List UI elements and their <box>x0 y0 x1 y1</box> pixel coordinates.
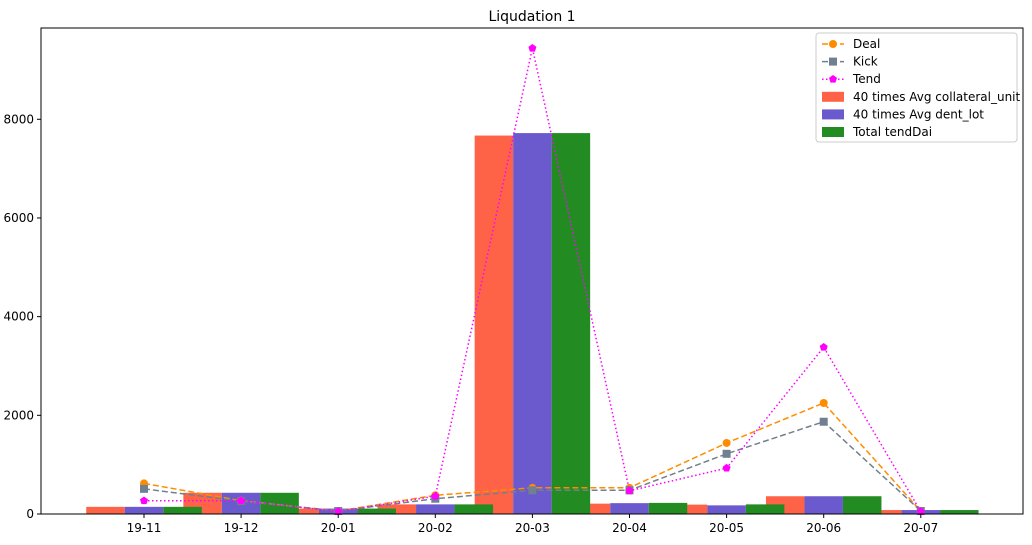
point-tend-20-07 <box>916 507 925 515</box>
point-kick-19-11 <box>140 484 148 493</box>
bar-layer <box>86 133 979 515</box>
x-axis: 19-11 19-12 20-01 20-02 20-03 20-04 20-05 20-06… <box>127 514 938 535</box>
point-tend-20-01 <box>334 507 343 515</box>
chart-title: Liqudation 1 <box>488 9 575 25</box>
legend-marker-deal <box>829 40 837 48</box>
bar-40-times-avg-collateral-unit-19-11 <box>86 506 125 514</box>
point-deal-20-06 <box>819 398 828 407</box>
bar-total-tenddai-20-06 <box>842 496 882 514</box>
legend: Deal Kick Tend 40 times Avg collateral_unit… <box>815 32 1021 143</box>
x-tick-label: 20-01 <box>321 521 356 535</box>
bar-40-times-avg-collateral-unit-20-01 <box>280 508 319 514</box>
bar-40-times-avg-collateral-unit-20-03 <box>474 135 514 515</box>
bar-40-times-avg-dent-lot-20-05 <box>707 505 746 514</box>
legend-swatch-40-times-avg-collateral-unit <box>822 91 844 102</box>
point-kick-20-06 <box>819 417 828 426</box>
legend-label-tend: Tend <box>852 72 881 86</box>
bar-40-times-avg-dent-lot-20-06 <box>804 496 843 514</box>
legend-label-deal: Deal <box>853 37 880 51</box>
point-tend-20-02 <box>431 492 440 500</box>
bar-total-tenddai-20-01 <box>357 508 396 514</box>
bar-40-times-avg-dent-lot-19-11 <box>124 506 164 514</box>
point-tend-20-05 <box>722 463 731 472</box>
y-tick-label: 0 <box>26 507 34 521</box>
legend-label-kick: Kick <box>853 55 878 69</box>
legend-box <box>815 32 1018 143</box>
bar-40-times-avg-dent-lot-20-04 <box>610 503 649 514</box>
y-tick-label: 4000 <box>3 310 34 324</box>
point-tend-20-04 <box>625 486 634 495</box>
legend-marker-tend <box>829 75 837 83</box>
bar-total-tenddai-19-12 <box>260 492 299 514</box>
point-tend-19-12 <box>237 496 246 505</box>
bar-40-times-avg-collateral-unit-20-05 <box>668 504 708 514</box>
x-tick-label: 19-11 <box>127 521 162 535</box>
point-deal-20-05 <box>722 438 731 447</box>
x-tick-label: 20-07 <box>903 521 938 535</box>
y-tick-label: 6000 <box>3 211 34 225</box>
bar-total-tenddai-20-04 <box>648 502 688 514</box>
point-kick-20-05 <box>722 449 731 458</box>
legend-swatch-40-times-avg-dent-lot <box>822 109 844 120</box>
bar-40-times-avg-collateral-unit-20-02 <box>377 504 417 514</box>
legend-marker-kick <box>829 57 837 66</box>
bar-total-tenddai-19-11 <box>163 506 202 514</box>
y-tick-label: 8000 <box>3 112 34 126</box>
legend-swatch-total-tenddai <box>822 127 844 137</box>
y-tick-label: 2000 <box>3 408 34 422</box>
point-tend-20-03 <box>528 44 537 52</box>
legend-label-total-tenddai: Total tendDai <box>852 125 932 139</box>
x-tick-label: 20-06 <box>806 521 841 535</box>
bar-40-times-avg-dent-lot-20-03 <box>513 133 552 514</box>
y-axis: 0 2000 4000 6000 8000 <box>3 112 41 521</box>
legend-label-40-times-avg-dent-lot: 40 times Avg dent_lot <box>853 107 984 121</box>
x-tick-label: 19-12 <box>224 521 259 535</box>
point-tend-20-06 <box>819 343 828 351</box>
point-tend-19-11 <box>140 496 148 505</box>
line-layer <box>140 44 925 516</box>
legend-label-40-times-avg-collateral-unit: 40 times Avg collateral_unit <box>853 90 1021 104</box>
bar-total-tenddai-20-03 <box>551 133 591 514</box>
bar-total-tenddai-20-07 <box>940 510 979 514</box>
x-tick-label: 20-02 <box>418 521 453 535</box>
x-tick-label: 20-04 <box>612 521 647 535</box>
point-kick-20-03 <box>528 486 537 495</box>
bar-total-tenddai-20-05 <box>745 504 785 514</box>
bar-40-times-avg-collateral-unit-20-04 <box>571 503 611 514</box>
bar-40-times-avg-collateral-unit-20-07 <box>863 510 902 514</box>
x-tick-label: 20-05 <box>709 521 744 535</box>
bar-total-tenddai-20-02 <box>454 504 494 514</box>
bar-40-times-avg-dent-lot-20-02 <box>416 504 455 514</box>
x-tick-label: 20-03 <box>515 521 550 535</box>
